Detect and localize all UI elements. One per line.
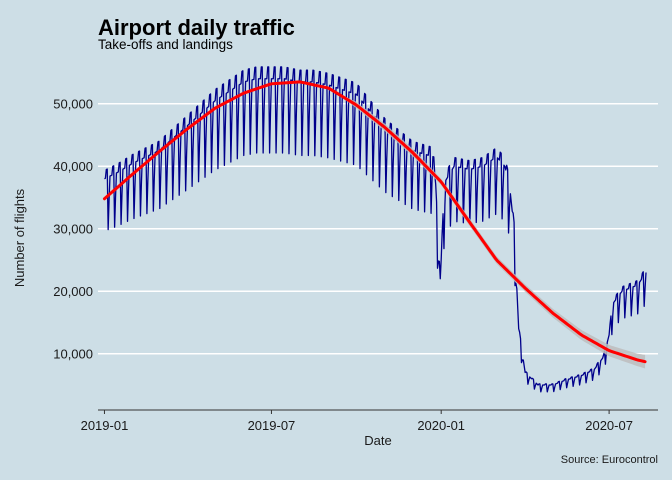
chart-title: Airport daily traffic bbox=[98, 15, 295, 40]
x-tick-label: 2020-07 bbox=[585, 418, 633, 433]
y-tick-label: 20,000 bbox=[53, 284, 93, 299]
grid-lines bbox=[98, 102, 658, 355]
y-axis-title: Number of flights bbox=[12, 188, 27, 287]
y-tick-label: 30,000 bbox=[53, 221, 93, 236]
y-tick-label: 50,000 bbox=[53, 96, 93, 111]
axes: 10,000 20,000 30,000 40,000 50,000 2019-01 201… bbox=[53, 96, 658, 433]
x-tick-label: 2019-07 bbox=[248, 418, 296, 433]
chart-subtitle: Take-offs and landings bbox=[98, 37, 233, 52]
source-caption: Source: Eurocontrol bbox=[561, 454, 658, 466]
plot-area bbox=[102, 66, 647, 393]
y-tick-label: 40,000 bbox=[53, 159, 93, 174]
x-axis-title: Date bbox=[364, 433, 391, 448]
y-tick-label: 10,000 bbox=[53, 346, 93, 361]
smooth-trend-line bbox=[102, 80, 647, 364]
x-tick-label: 2019-01 bbox=[81, 418, 129, 433]
x-tick-label: 2020-01 bbox=[417, 418, 465, 433]
